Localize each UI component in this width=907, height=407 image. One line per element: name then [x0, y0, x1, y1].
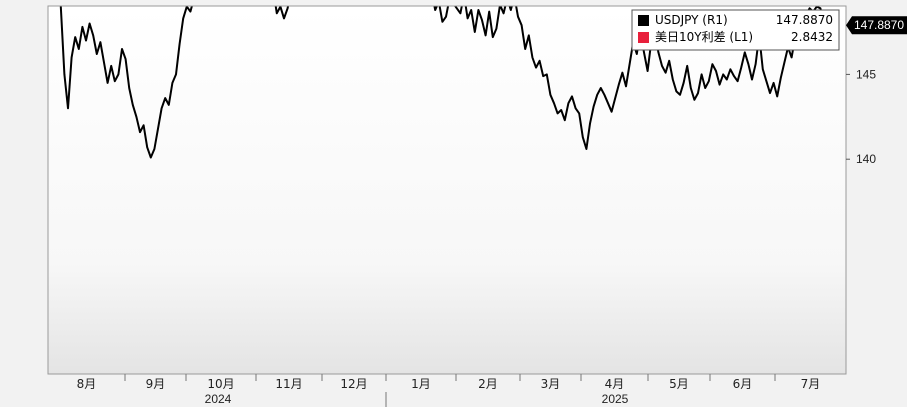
usdjpy-value-text: 147.8870	[854, 18, 904, 32]
month-label: 5月	[669, 377, 689, 391]
plot-background	[48, 6, 846, 374]
legend-value: 147.8870	[776, 13, 833, 27]
legend: USDJPY (R1) 147.8870 美日10Y利差 (L1) 2.8432	[631, 9, 840, 51]
series-line-0	[59, 6, 825, 159]
month-label: 12月	[340, 377, 367, 391]
x-axis: 8月 9月 10月 11月 12月 1月 2月 3月 4月 5月 6月 7月 2024 2025	[77, 374, 821, 407]
plot-frame	[47, 5, 847, 375]
legend-label: USDJPY (R1)	[655, 13, 728, 27]
right-axis: 140145150155	[846, 67, 876, 166]
legend-box	[631, 9, 840, 51]
month-label: 7月	[801, 377, 821, 391]
right-tick-label: 140	[856, 152, 876, 166]
year-label: 2025	[602, 392, 629, 406]
right-tick-label: 145	[856, 67, 876, 81]
value-tags: 147.88702.8432	[846, 16, 907, 35]
month-label: 6月	[733, 377, 753, 391]
legend-swatch	[638, 32, 649, 43]
month-label: 2月	[478, 377, 498, 391]
legend-value: 2.8432	[791, 30, 833, 44]
month-label: 11月	[275, 377, 302, 391]
month-label: 4月	[605, 377, 625, 391]
legend-entry: USDJPY (R1) 147.8870	[638, 13, 833, 27]
legend-entry: 美日10Y利差 (L1) 2.8432	[638, 30, 833, 44]
month-label: 8月	[77, 377, 97, 391]
legend-swatch	[638, 15, 649, 26]
month-label: 3月	[541, 377, 561, 391]
usdjpy-value-tag: 147.8870	[846, 16, 907, 35]
legend-label: 美日10Y利差 (L1)	[655, 30, 753, 44]
month-label: 9月	[146, 377, 166, 391]
lines	[59, 6, 825, 159]
month-label: 10月	[207, 377, 234, 391]
year-label: 2024	[205, 392, 232, 406]
month-label: 1月	[411, 377, 431, 391]
